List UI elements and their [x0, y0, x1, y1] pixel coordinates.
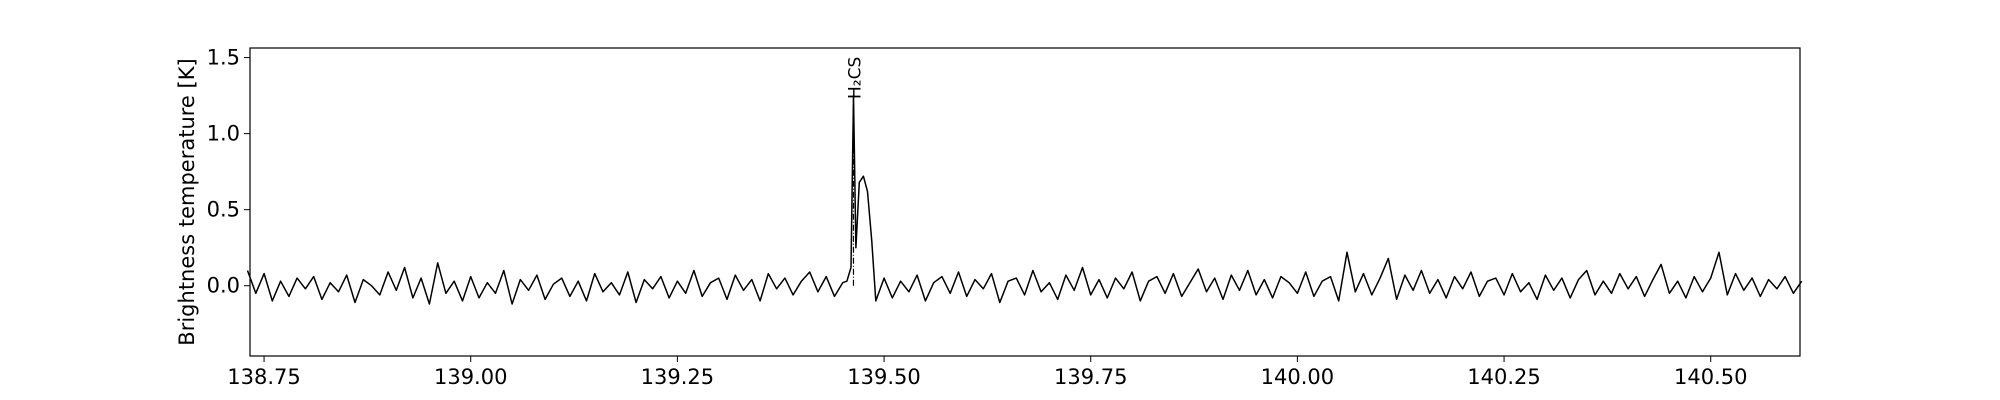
- y-axis-label: Brightness temperature [K]: [175, 58, 199, 345]
- x-tick-label: 140.50: [1674, 365, 1747, 389]
- spectrum-line: [246, 94, 1803, 305]
- y-tick-label: 0.5: [207, 198, 240, 222]
- y-tick-label: 0.0: [207, 274, 240, 298]
- x-tick-label: 139.50: [847, 365, 920, 389]
- x-tick-label: 139.00: [434, 365, 507, 389]
- x-tick-label: 140.25: [1467, 365, 1540, 389]
- y-tick-label: 1.5: [207, 46, 240, 70]
- x-tick-label: 140.00: [1261, 365, 1334, 389]
- annotation-label: H₂CS: [845, 57, 865, 99]
- x-tick-label: 138.75: [227, 365, 300, 389]
- x-tick-label: 139.75: [1054, 365, 1127, 389]
- x-tick-label: 139.25: [641, 365, 714, 389]
- plot-frame: [249, 47, 1801, 357]
- y-tick-label: 1.0: [207, 122, 240, 146]
